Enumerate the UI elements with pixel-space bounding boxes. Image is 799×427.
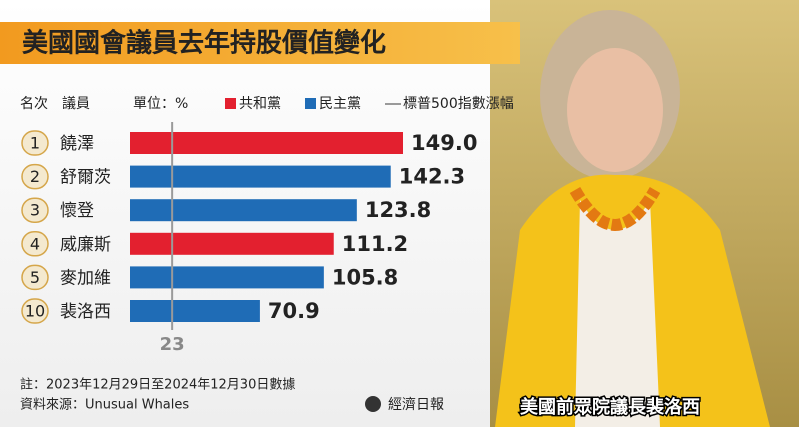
value-label: 142.3 — [399, 165, 465, 189]
rank: 10 — [25, 302, 45, 321]
rank: 4 — [30, 234, 40, 253]
name-label: 威廉斯 — [60, 235, 111, 255]
photo-shirt — [575, 200, 660, 427]
photo-caption: 美國前眾院議長裴洛西 — [520, 396, 700, 418]
name-label: 饒澤 — [60, 134, 94, 154]
bar — [130, 266, 324, 289]
value-label: 149.0 — [411, 131, 477, 155]
name-label: 麥加維 — [60, 268, 111, 288]
rank-badge — [21, 197, 49, 223]
bar — [130, 232, 334, 255]
photo-face — [567, 48, 663, 172]
rank-badge — [21, 264, 49, 291]
rank: 2 — [30, 167, 40, 186]
publisher-logo — [365, 396, 381, 412]
reference-label: 23 — [160, 334, 185, 355]
legend-swatch — [225, 98, 236, 109]
name-header: 議員 — [62, 95, 90, 112]
bar — [130, 300, 260, 322]
legend-label: 民主黨 — [319, 96, 361, 112]
rank-badge — [21, 130, 49, 156]
name-label: 裴洛西 — [60, 302, 111, 322]
value-label: 111.2 — [342, 232, 408, 256]
rank: 3 — [30, 201, 40, 220]
legend-label: 共和黨 — [239, 96, 281, 112]
publisher: 經濟日報 — [388, 397, 444, 413]
chart-title: 美國國會議員去年持股價值變化 — [22, 28, 386, 59]
rank-badge — [21, 231, 49, 257]
value-label: 123.8 — [365, 198, 431, 222]
photo-necklace — [569, 186, 661, 231]
bar — [130, 199, 357, 222]
value-label: 70.9 — [268, 299, 320, 323]
name-label: 舒爾茨 — [60, 168, 111, 188]
rank: 5 — [30, 268, 40, 287]
rank-header: 名次 — [20, 96, 48, 112]
legend-swatch — [305, 98, 316, 109]
bar — [130, 132, 403, 154]
value-label: 105.8 — [332, 265, 398, 289]
unit: 單位：% — [133, 96, 188, 112]
name-label: 懷登 — [60, 201, 94, 221]
note: 註：2023年12月29日至2024年12月30日數據 — [20, 378, 295, 393]
rank: 1 — [30, 134, 40, 153]
legend-label: 標普500指數漲幅 — [403, 96, 514, 112]
rank-badge — [21, 163, 49, 190]
bar — [130, 165, 391, 188]
photo — [490, 0, 799, 427]
source: 資料來源：Unusual Whales — [20, 398, 189, 413]
title-bar — [0, 22, 520, 64]
rank-badge — [21, 298, 49, 324]
